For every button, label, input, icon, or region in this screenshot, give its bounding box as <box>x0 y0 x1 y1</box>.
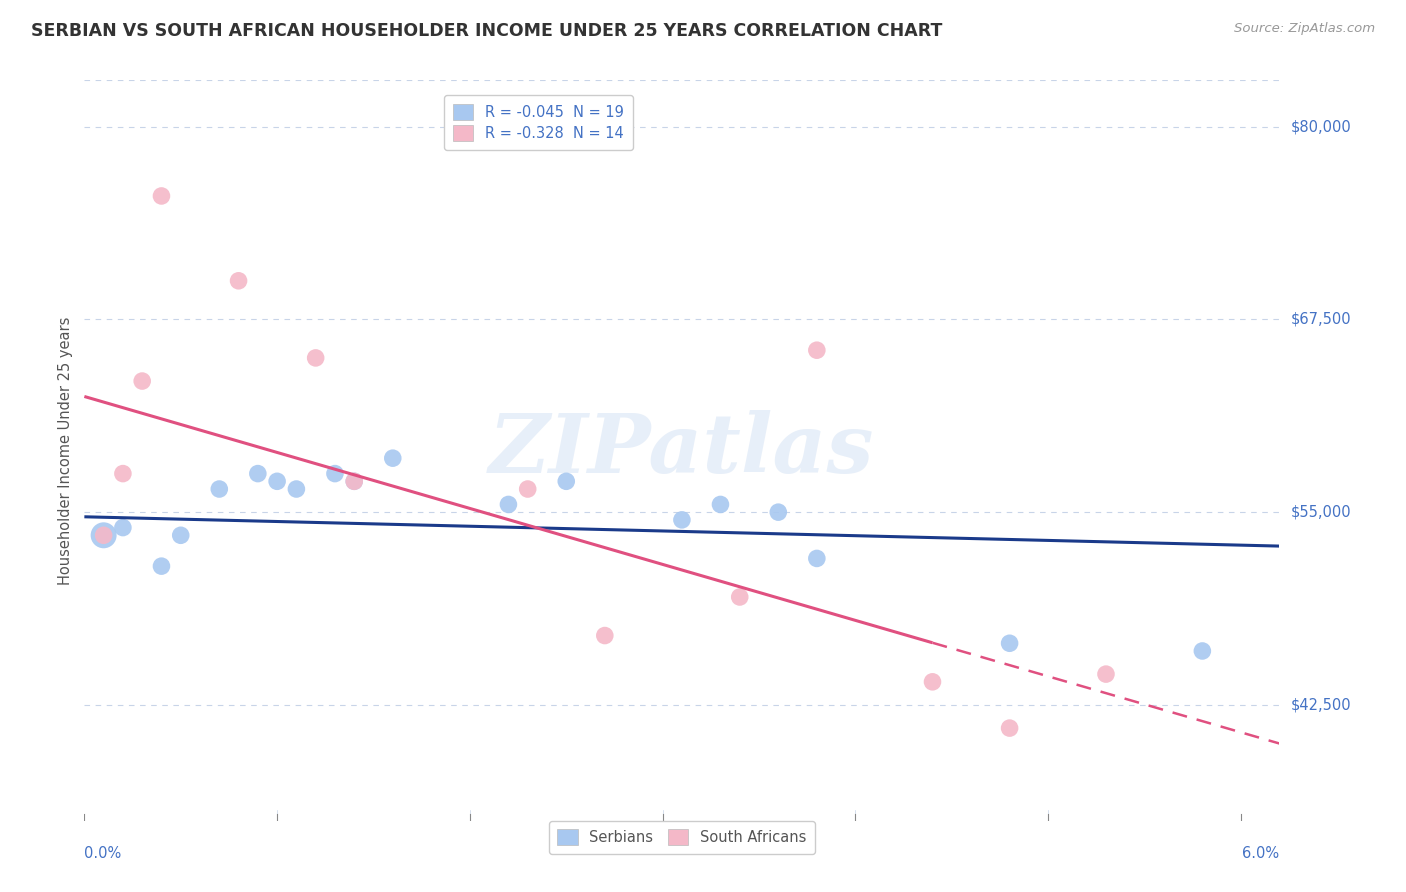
Text: $67,500: $67,500 <box>1291 312 1351 326</box>
Text: Source: ZipAtlas.com: Source: ZipAtlas.com <box>1234 22 1375 36</box>
Point <box>806 551 828 566</box>
Text: 0.0%: 0.0% <box>84 846 121 861</box>
Point <box>170 528 193 542</box>
Point <box>516 482 538 496</box>
Point <box>498 498 520 512</box>
Point <box>305 351 328 365</box>
Point <box>208 482 231 496</box>
Point <box>806 343 828 358</box>
Point <box>266 475 288 489</box>
Point <box>93 528 115 542</box>
Text: $42,500: $42,500 <box>1291 698 1351 713</box>
Point <box>93 528 115 542</box>
Point <box>768 505 790 519</box>
Text: $55,000: $55,000 <box>1291 505 1351 520</box>
Point <box>323 467 346 481</box>
Point <box>593 628 616 642</box>
Point <box>381 451 404 466</box>
Point <box>246 467 269 481</box>
Point <box>111 520 134 534</box>
Point <box>921 674 943 689</box>
Point <box>709 498 731 512</box>
Point <box>343 475 366 489</box>
Point <box>555 475 578 489</box>
Point <box>131 374 153 388</box>
Point <box>728 590 751 604</box>
Y-axis label: Householder Income Under 25 years: Householder Income Under 25 years <box>58 317 73 584</box>
Text: $80,000: $80,000 <box>1291 119 1351 134</box>
Point <box>998 721 1021 735</box>
Point <box>1095 667 1118 681</box>
Point <box>1191 644 1213 658</box>
Text: ZIPatlas: ZIPatlas <box>489 410 875 491</box>
Point <box>285 482 308 496</box>
Point <box>111 467 134 481</box>
Point <box>228 274 250 288</box>
Point <box>998 636 1021 650</box>
Point <box>150 189 173 203</box>
Text: SERBIAN VS SOUTH AFRICAN HOUSEHOLDER INCOME UNDER 25 YEARS CORRELATION CHART: SERBIAN VS SOUTH AFRICAN HOUSEHOLDER INC… <box>31 22 942 40</box>
Text: 6.0%: 6.0% <box>1243 846 1279 861</box>
Point <box>150 559 173 574</box>
Point <box>671 513 693 527</box>
Point <box>343 475 366 489</box>
Legend: Serbians, South Africans: Serbians, South Africans <box>548 821 815 854</box>
